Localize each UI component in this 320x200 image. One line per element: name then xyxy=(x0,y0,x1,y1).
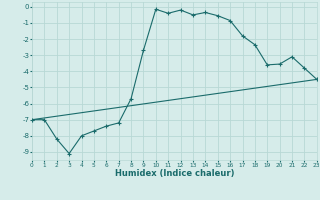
X-axis label: Humidex (Indice chaleur): Humidex (Indice chaleur) xyxy=(115,169,234,178)
